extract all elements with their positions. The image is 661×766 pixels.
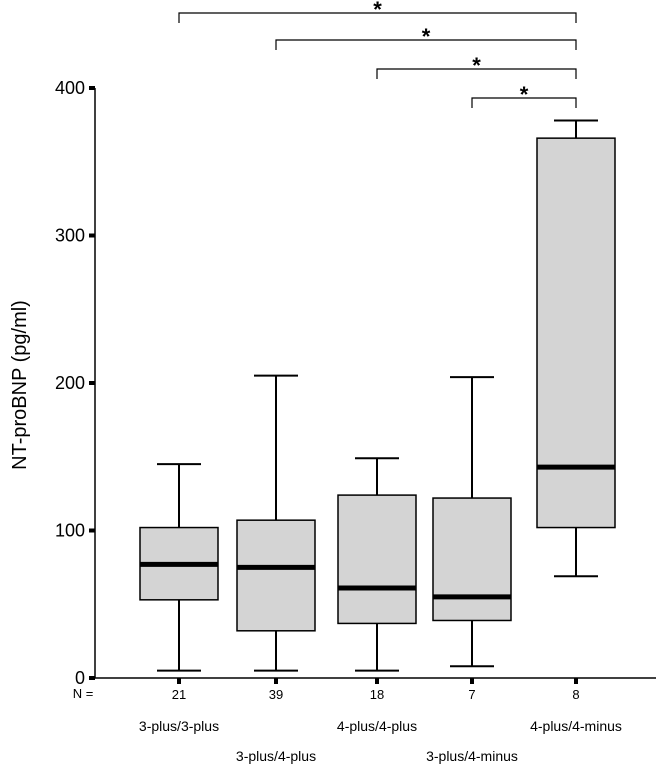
box-1 <box>139 463 219 672</box>
n-prefix-label: N = <box>73 686 94 701</box>
box-2 <box>236 374 316 672</box>
n-count-label: 7 <box>468 687 475 702</box>
significance-star: * <box>422 24 431 49</box>
box-4 <box>432 376 512 668</box>
y-tick-label: 400 <box>55 78 85 98</box>
category-label: 3-plus/4-minus <box>426 748 518 764</box>
iqr-box <box>337 494 417 625</box>
box-3 <box>337 457 417 672</box>
n-count-label: 39 <box>269 687 283 702</box>
significance-bracket: * <box>376 53 577 79</box>
significance-star: * <box>472 53 481 78</box>
n-count-label: 18 <box>370 687 384 702</box>
significance-bracket: * <box>275 24 577 50</box>
bracket-line <box>471 97 577 108</box>
y-axis-label: NT-proBNP (pg/ml) <box>9 300 31 470</box>
significance-bracket: * <box>471 82 577 108</box>
y-tick-label: 0 <box>75 668 85 688</box>
iqr-box <box>536 137 616 529</box>
y-tick-label: 300 <box>55 226 85 246</box>
significance-star: * <box>373 0 382 22</box>
n-count-label: 21 <box>172 687 186 702</box>
y-tick-label: 100 <box>55 521 85 541</box>
category-label: 3-plus/4-plus <box>236 748 316 764</box>
bracket-line <box>275 39 577 50</box>
significance-brackets: * * * * <box>178 0 577 108</box>
axes: 0 100 200 300 400 <box>55 78 656 688</box>
significance-bracket: * <box>178 0 577 23</box>
iqr-box <box>432 497 512 622</box>
y-tick-label: 200 <box>55 373 85 393</box>
bracket-line <box>178 12 577 23</box>
boxes <box>139 119 616 672</box>
category-label: 3-plus/3-plus <box>139 718 219 734</box>
n-count-label: 8 <box>572 687 579 702</box>
significance-star: * <box>520 82 529 107</box>
x-labels: N = 21 39 18 7 8 3-plus/3-plus 3-plus/4-plus 4-p… <box>73 686 622 764</box>
box-5 <box>536 119 616 578</box>
category-label: 4-plus/4-minus <box>530 718 622 734</box>
iqr-box <box>236 519 316 632</box>
bracket-line <box>376 68 577 79</box>
category-label: 4-plus/4-plus <box>337 718 417 734</box>
